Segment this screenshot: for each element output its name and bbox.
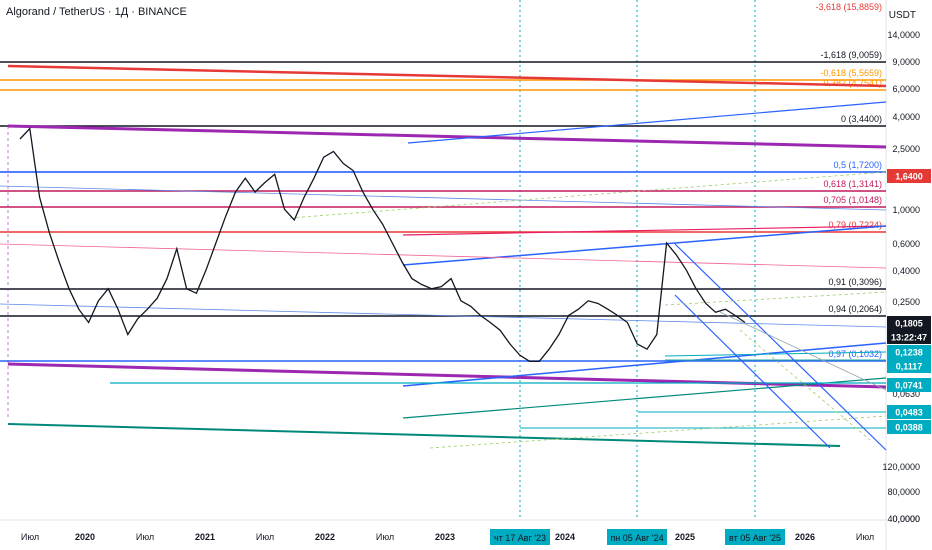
y-tick-label: 0,6000 — [892, 239, 920, 249]
price-series-line — [19, 127, 746, 362]
price-tag — [887, 169, 931, 183]
dashed-helper-line — [739, 329, 871, 441]
dashed-helper-line — [664, 291, 887, 306]
trend-line — [674, 225, 887, 244]
trend-line — [0, 243, 887, 269]
x-tick-label: Июл — [21, 532, 39, 542]
x-tick-label: 2023 — [435, 532, 455, 542]
fib-level-label: 0,618 (1,3141) — [823, 179, 882, 189]
fib-level-label: 0,97 (0,1032) — [828, 349, 882, 359]
price-tag — [887, 420, 931, 434]
price-tag — [887, 316, 931, 330]
y-tick-label: 6,0000 — [892, 84, 920, 94]
trend-line — [664, 351, 887, 357]
y-tick-label: 9,0000 — [892, 57, 920, 67]
price-tag-label: 0,0741 — [895, 381, 923, 391]
time-marker-label: чт 17 Авг '23 — [494, 533, 546, 543]
x-tick-label: 2022 — [315, 532, 335, 542]
x-tick-label: 2026 — [795, 532, 815, 542]
trend-line — [719, 311, 887, 391]
price-tag-label: 0,1117 — [896, 362, 923, 372]
x-tick-label: Июл — [136, 532, 154, 542]
y-tick-label: 2,5000 — [892, 144, 920, 154]
price-tag — [887, 345, 931, 359]
x-tick-label: Июл — [856, 532, 874, 542]
time-marker-label: пн 05 Авг '24 — [610, 533, 663, 543]
x-tick-label: Июл — [376, 532, 394, 542]
trend-line — [407, 101, 887, 144]
trend-line — [674, 294, 831, 449]
time-marker-tag — [607, 529, 667, 545]
fib-level-label: 0 (3,4400) — [841, 114, 882, 124]
y-tick-label: 0,2500 — [892, 297, 920, 307]
price-tag — [887, 405, 931, 419]
fib-level-label: 0,5 (1,7200) — [833, 160, 882, 170]
y-tick-label: 120,0000 — [882, 462, 920, 472]
x-tick-label: 2020 — [75, 532, 95, 542]
trend-line — [402, 225, 887, 236]
price-tag-label: 0,1805 — [895, 319, 923, 329]
trend-line — [7, 423, 841, 447]
y-tick-label: 1,0000 — [892, 205, 920, 215]
dashed-helper-line — [429, 415, 887, 449]
trend-line — [402, 342, 887, 387]
price-tag-label: 0,1238 — [895, 348, 923, 358]
price-tag-label: 13:22:47 — [891, 333, 927, 343]
fib-level-label: 0,705 (1,0148) — [823, 195, 882, 205]
x-tick-label: 2024 — [555, 532, 575, 542]
y-tick-label: 80,0000 — [887, 487, 920, 497]
fib-level-label: -1,618 (9,0059) — [820, 50, 882, 60]
trend-line — [674, 243, 887, 451]
trend-line — [7, 64, 887, 88]
trend-line — [7, 124, 887, 149]
x-tick-label: 2021 — [195, 532, 215, 542]
trend-line — [0, 303, 887, 328]
time-marker-label: вт 05 Авг '25 — [729, 533, 781, 543]
fib-level-label: 0,79 (0,7224) — [828, 220, 882, 230]
dashed-helper-line — [289, 171, 887, 219]
trend-line — [0, 185, 887, 211]
y-tick-label: 14,0000 — [887, 30, 920, 40]
trend-line — [402, 242, 676, 266]
time-marker-tag — [490, 529, 550, 545]
time-marker-tag — [725, 529, 785, 545]
price-tag-label: 0,0483 — [895, 408, 923, 418]
x-tick-label: 2025 — [675, 532, 695, 542]
y-tick-label: 40,0000 — [887, 514, 920, 524]
currency-unit: USDT — [888, 10, 916, 21]
fib-level-label: -0,618 (5,5659) — [820, 68, 882, 78]
price-tag — [887, 359, 931, 373]
chart-title: Algorand / TetherUS · 1Д · BINANCE — [6, 6, 187, 18]
price-tag — [887, 330, 931, 344]
fib-level-label: 0,94 (0,2064) — [828, 304, 882, 314]
x-tick-label: Июл — [256, 532, 274, 542]
price-tag-label: 1,6400 — [895, 172, 923, 182]
price-tag — [887, 378, 931, 392]
y-tick-label: 4,0000 — [892, 112, 920, 122]
y-tick-label: 0,0630 — [892, 389, 920, 399]
y-tick-label: 0,4000 — [892, 266, 920, 276]
fib-level-label: 0,91 (0,3096) — [828, 277, 882, 287]
trend-line — [402, 377, 887, 419]
fib-level-label: 0,382 (4,7541) — [823, 78, 882, 88]
y-tick-label: 0,0000 — [892, 514, 920, 524]
price-tag-label: 0,0388 — [895, 423, 923, 433]
fib-level-label: -3,618 (15,8859) — [815, 2, 882, 12]
